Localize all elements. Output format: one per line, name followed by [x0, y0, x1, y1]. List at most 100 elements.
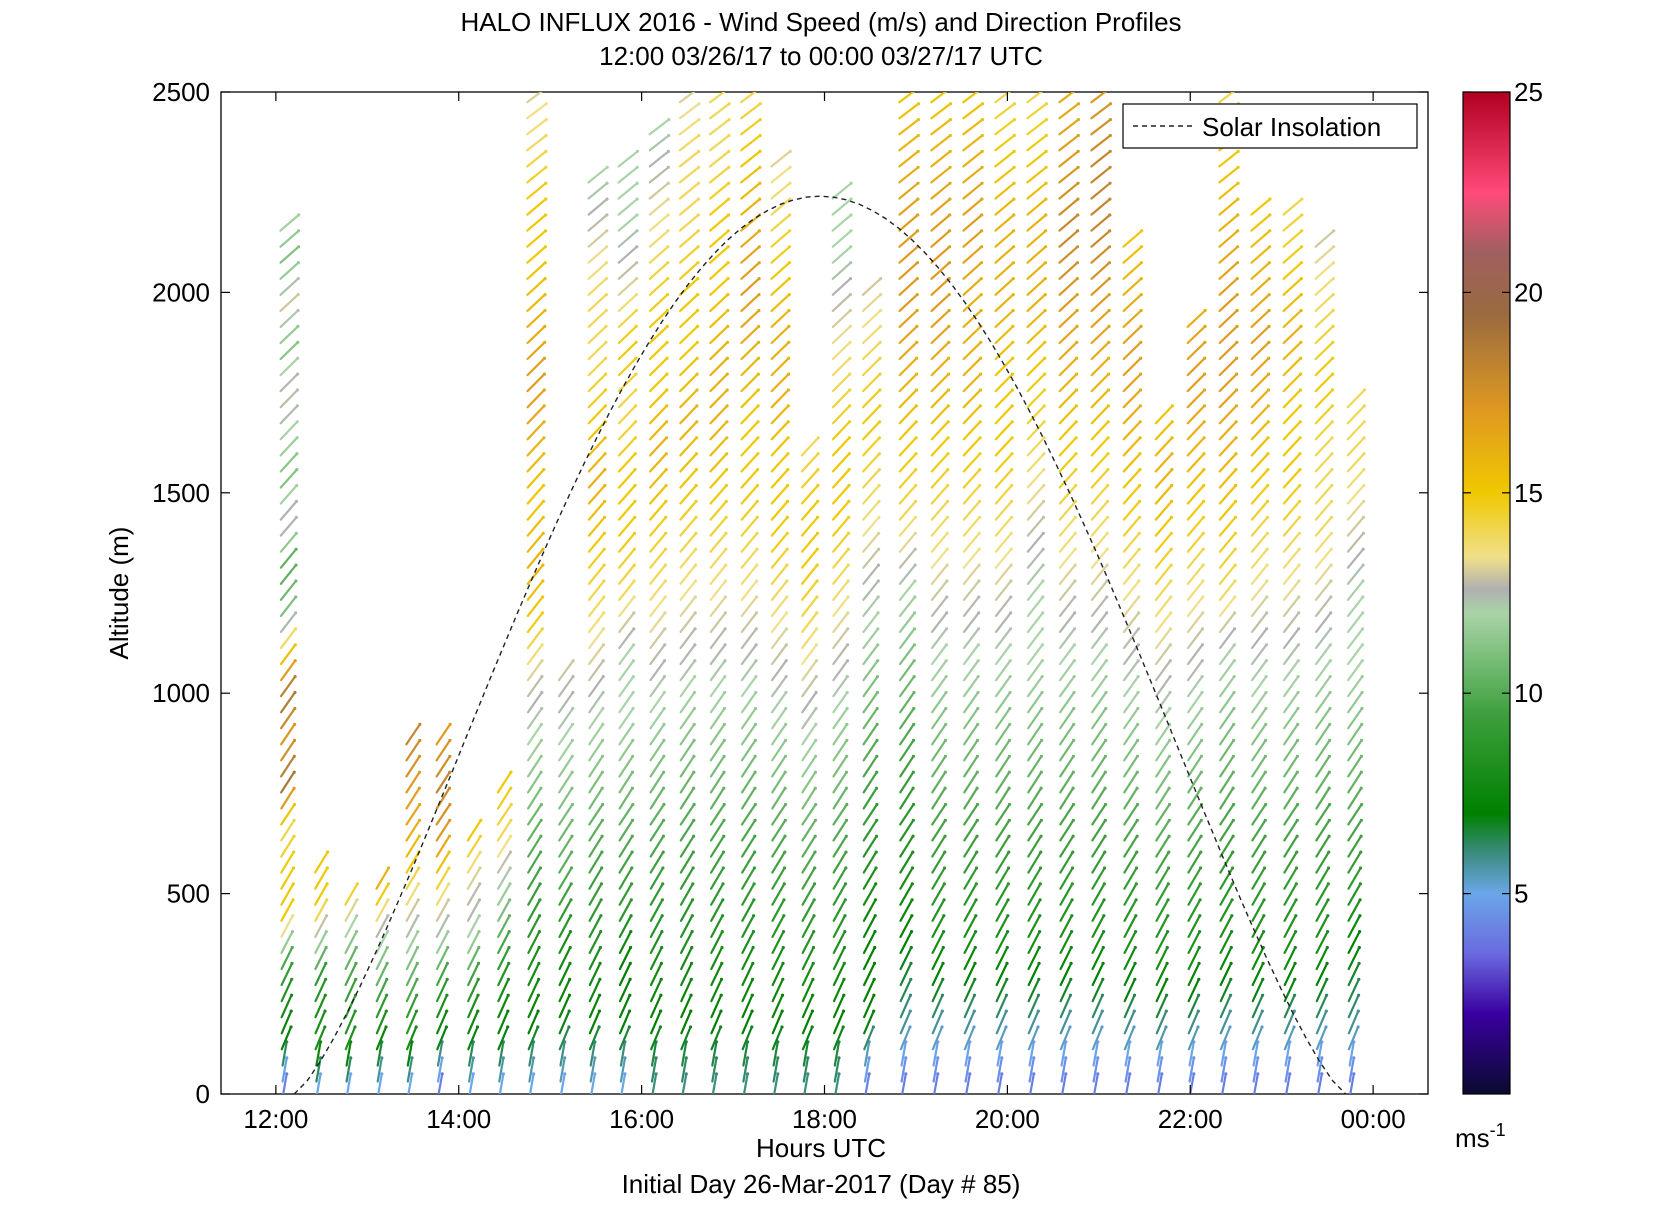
wind-barb — [679, 611, 697, 634]
wind-barb-tip — [600, 818, 605, 822]
x-axis: 12:00 14:00 16:00 18:00 20:00 22:00 00:00 — [243, 92, 1406, 1134]
wind-barb — [710, 962, 723, 987]
wind-barb-tip — [354, 945, 358, 950]
wind-barb — [1122, 388, 1142, 409]
wind-barb-tip — [414, 1009, 419, 1013]
wind-barb — [831, 516, 850, 537]
wind-barb-tip — [1039, 786, 1043, 790]
wind-barb-tip — [915, 277, 919, 281]
wind-barb-tip — [978, 452, 982, 456]
wind-barb-tip — [1101, 977, 1105, 981]
wind-barb-tip — [1236, 181, 1240, 185]
wind-barb-tip — [849, 213, 853, 217]
wind-barb-tip — [1299, 308, 1303, 313]
wind-barb-tip — [477, 930, 481, 934]
wind-barb — [1317, 1072, 1323, 1094]
wind-barb-tip — [723, 675, 727, 679]
wind-barb-tip — [627, 1025, 631, 1029]
wind-barb-tip — [947, 261, 952, 265]
wind-barb — [496, 771, 512, 794]
wind-barb — [496, 835, 512, 858]
wind-barb-tip — [1076, 165, 1080, 169]
wind-barb-tip — [1325, 961, 1329, 966]
wind-barb — [1058, 309, 1079, 328]
wind-barb-tip — [1128, 1056, 1132, 1060]
wind-barb — [588, 755, 604, 778]
wind-barb — [833, 1056, 841, 1083]
wind-barb-tip — [1136, 643, 1140, 647]
wind-barb — [527, 1025, 539, 1051]
wind-barb — [558, 898, 573, 922]
wind-barb — [405, 994, 418, 1019]
wind-barb — [1060, 1056, 1067, 1083]
wind-barb — [740, 835, 756, 858]
wind-barb-tip — [508, 898, 512, 902]
wind-barb-tip — [948, 229, 952, 233]
wind-barb — [1219, 1025, 1232, 1051]
wind-barb-tip — [1075, 245, 1080, 249]
wind-barb-tip — [814, 722, 818, 727]
wind-barb-tip — [978, 404, 982, 408]
wind-barb-tip — [541, 531, 545, 535]
wind-barb-tip — [664, 499, 668, 503]
wind-barb — [862, 819, 878, 842]
wind-barb — [709, 659, 727, 682]
wind-barb — [1154, 611, 1172, 634]
wind-barb-tip — [847, 452, 851, 456]
wind-barb-tip — [1265, 515, 1270, 519]
wind-barb — [1156, 1040, 1163, 1067]
wind-barb — [588, 707, 605, 730]
wind-barb-tip — [1325, 945, 1329, 950]
wind-barb-tip — [1106, 468, 1110, 472]
wind-barb-tip — [909, 961, 913, 966]
wind-barb — [1155, 739, 1171, 762]
wind-barb-tip — [758, 149, 762, 153]
wind-barb-tip — [1133, 977, 1137, 981]
wind-barb — [587, 213, 608, 232]
wind-barb — [1219, 850, 1234, 874]
wind-barb — [649, 452, 668, 473]
wind-barb-tip — [593, 1072, 597, 1076]
wind-barb-tip — [693, 579, 698, 583]
wind-barb — [831, 357, 852, 377]
wind-barb — [863, 994, 876, 1019]
wind-barb-tip — [1294, 930, 1298, 934]
wind-barb-tip — [631, 754, 635, 758]
colorbar-tick-label: 15 — [1514, 478, 1543, 508]
wind-barb — [435, 723, 452, 746]
wind-barb-tip — [1168, 690, 1172, 695]
wind-barb — [1155, 850, 1170, 874]
wind-barb — [831, 420, 851, 441]
wind-barb — [1219, 962, 1233, 987]
wind-barb — [467, 930, 481, 955]
wind-barb-tip — [1073, 531, 1077, 535]
wind-barb-tip — [812, 898, 816, 902]
wind-barb-tip — [1137, 595, 1141, 599]
wind-barb-tip — [506, 977, 510, 981]
wind-barb — [994, 198, 1016, 216]
wind-barb — [1186, 420, 1206, 441]
wind-barb-tip — [695, 324, 700, 328]
wind-barb-tip — [1108, 181, 1112, 185]
wind-barb-tip — [1132, 1025, 1136, 1029]
wind-barb-tip — [725, 468, 729, 472]
wind-barb — [526, 102, 548, 120]
wind-barb-tip — [1233, 515, 1238, 519]
wind-barb-tip — [1361, 515, 1366, 519]
wind-barb-tip — [1236, 245, 1240, 249]
wind-barb — [526, 452, 545, 473]
wind-barb-tip — [629, 945, 633, 950]
wind-barb-tip — [1360, 738, 1364, 743]
wind-barb — [680, 1056, 688, 1083]
wind-barb-tip — [914, 468, 918, 472]
wind-barb-tip — [1170, 404, 1174, 408]
wind-barb-tip — [845, 690, 849, 695]
wind-barb-tip — [1064, 1072, 1068, 1076]
wind-barb-tip — [570, 786, 574, 790]
wind-barb-tip — [693, 675, 697, 679]
wind-barb — [1122, 643, 1140, 666]
wind-barb — [1122, 516, 1141, 537]
wind-barb-tip — [724, 483, 729, 488]
wind-barb-tip — [846, 611, 850, 615]
wind-barb — [1315, 659, 1332, 682]
